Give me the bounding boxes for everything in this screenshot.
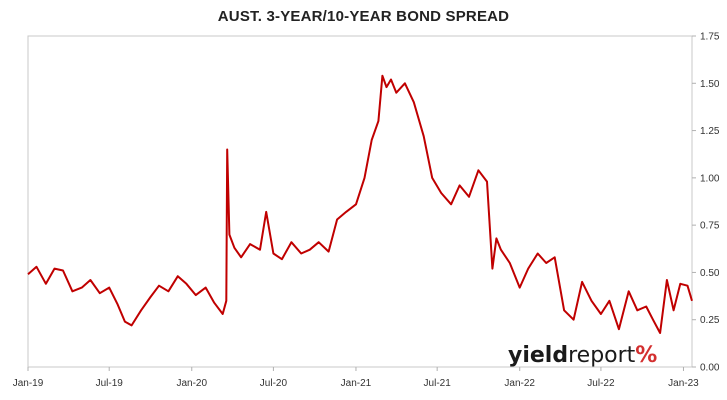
- plot-area-border: [27, 35, 693, 368]
- yieldreport-logo: yieldreport%: [508, 343, 657, 368]
- x-tick-label: Jul-20: [260, 378, 288, 389]
- y-tick-label: 1.50: [700, 79, 720, 90]
- y-tick-label: 0.50: [700, 268, 720, 279]
- y-tick-label: 0.25: [700, 315, 720, 326]
- x-tick-label: Jul-21: [424, 378, 452, 389]
- y-tick-label: 0.00: [700, 363, 720, 374]
- logo-text-yield: yield: [508, 343, 568, 368]
- x-tick-label: Jan-21: [341, 378, 372, 389]
- x-tick-label: Jan-19: [13, 378, 44, 389]
- axes: [27, 35, 696, 371]
- x-tick-label: Jan-22: [504, 378, 535, 389]
- y-tick-label: 1.25: [700, 126, 720, 137]
- y-tick-label: 0.75: [700, 221, 720, 232]
- logo-percent-icon: %: [635, 343, 657, 368]
- x-tick-label: Jul-22: [587, 378, 615, 389]
- series-group: [27, 74, 693, 334]
- tick-labels: 0.00 0.25 0.50 0.75 1.00 1.25 1.50 1.75 Jan-19 Ju…: [13, 32, 720, 390]
- x-tick-label: Jul-19: [96, 378, 124, 389]
- x-tick-label: Jan-20: [176, 378, 207, 389]
- svg-text:yieldreport%: yieldreport%: [508, 343, 657, 368]
- series-line-0: [27, 74, 693, 334]
- y-tick-label: 1.75: [700, 32, 720, 43]
- chart-title: AUST. 3-YEAR/10-YEAR BOND SPREAD: [217, 8, 510, 25]
- y-tick-label: 1.00: [700, 173, 720, 184]
- x-tick-label: Jan-23: [668, 378, 699, 389]
- logo-text-report: report: [568, 343, 636, 368]
